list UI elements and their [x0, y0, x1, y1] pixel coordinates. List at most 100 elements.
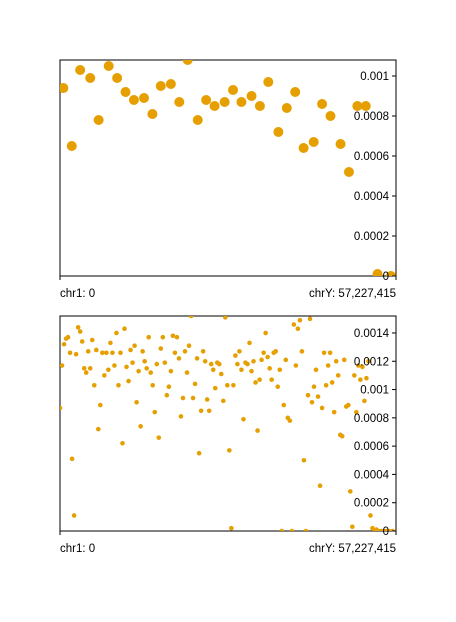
data-point: [218, 371, 224, 377]
data-point: [182, 60, 193, 65]
data-point: [362, 398, 367, 404]
y-tick-label: 0.0004: [354, 191, 390, 203]
data-point: [263, 330, 268, 336]
data-point: [96, 426, 101, 432]
data-point: [91, 383, 97, 388]
data-point: [128, 347, 133, 353]
data-point: [275, 384, 281, 390]
data-point: [319, 405, 325, 411]
data-point: [341, 357, 347, 363]
data-point: [261, 350, 266, 356]
points-group: [60, 316, 395, 531]
data-point: [335, 139, 346, 149]
plot-frame: [59, 59, 397, 277]
data-point: [89, 337, 95, 343]
data-point: [273, 127, 284, 137]
data-point: [291, 322, 297, 327]
data-point: [87, 366, 93, 371]
y-tick-label: 0.0002: [354, 231, 389, 243]
data-point: [290, 87, 301, 97]
data-point: [168, 368, 174, 374]
data-point: [188, 316, 194, 319]
data-point: [257, 377, 262, 382]
y-tick-label: 0.001: [360, 385, 389, 397]
data-point: [251, 358, 256, 364]
data-point: [350, 524, 355, 530]
data-point: [122, 326, 127, 332]
data-point: [245, 361, 250, 367]
data-point: [60, 363, 65, 368]
data-point: [61, 341, 67, 347]
data-point: [333, 358, 339, 364]
data-point: [307, 316, 313, 322]
data-point: [112, 73, 123, 83]
data-point: [146, 334, 152, 340]
data-point: [354, 409, 359, 415]
x-end-label: chrY: 57,227,415: [309, 288, 396, 300]
data-point: [106, 367, 111, 373]
data-point: [136, 368, 141, 374]
data-point: [259, 357, 264, 363]
data-point: [279, 528, 285, 531]
data-point: [65, 334, 71, 340]
data-point: [116, 383, 121, 388]
data-point: [317, 483, 323, 489]
data-point: [134, 399, 139, 405]
data-point: [124, 364, 129, 370]
x-end-label: chrY: 57,227,415: [309, 543, 396, 555]
data-point: [339, 433, 345, 439]
data-point: [360, 101, 371, 111]
data-point: [166, 384, 172, 390]
data-point: [352, 373, 357, 378]
data-point: [196, 450, 202, 456]
data-point: [138, 424, 143, 429]
data-point: [301, 457, 307, 463]
data-point: [298, 143, 309, 153]
data-point: [139, 93, 149, 103]
data-point: [75, 65, 86, 75]
data-point: [114, 330, 119, 336]
data-point: [323, 383, 329, 388]
data-point: [335, 373, 341, 378]
data-point: [148, 370, 154, 375]
data-point: [231, 383, 236, 388]
data-point: [269, 377, 274, 382]
data-point: [83, 370, 89, 375]
data-point: [147, 109, 158, 119]
data-point: [325, 111, 336, 121]
data-point: [343, 167, 354, 177]
y-tick-label: 0.0008: [354, 111, 389, 123]
data-point: [372, 269, 383, 276]
y-tick-label: 0.0004: [354, 469, 390, 481]
data-point: [277, 367, 283, 373]
data-point: [128, 95, 139, 105]
data-point: [142, 358, 147, 364]
data-point: [366, 358, 371, 364]
data-point: [364, 375, 369, 381]
data-point: [67, 350, 73, 356]
data-point: [186, 343, 192, 349]
data-point: [352, 101, 363, 111]
data-point: [172, 350, 178, 356]
data-point: [225, 383, 230, 388]
data-point: [289, 528, 295, 531]
data-point: [208, 361, 214, 367]
data-point: [255, 428, 260, 433]
y-tick-label: 0: [383, 271, 389, 283]
data-point: [236, 97, 247, 107]
data-point: [209, 101, 220, 111]
data-point: [198, 408, 204, 414]
data-point: [233, 353, 238, 358]
data-point: [112, 363, 117, 368]
y-tick-label: 0.0008: [354, 413, 389, 425]
data-point: [162, 360, 168, 365]
data-point: [295, 326, 301, 332]
data-point: [206, 408, 212, 414]
points-group: [60, 60, 396, 276]
y-tick-label: 0.0006: [354, 151, 389, 163]
data-point: [85, 73, 96, 83]
data-point: [60, 83, 69, 93]
data-point: [120, 87, 131, 97]
data-point: [219, 97, 230, 107]
data-point: [182, 349, 188, 354]
